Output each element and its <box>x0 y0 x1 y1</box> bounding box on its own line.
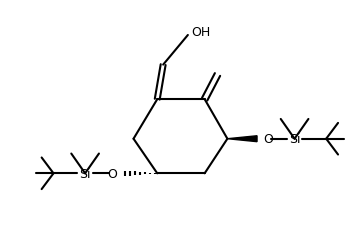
Text: OH: OH <box>191 25 210 38</box>
Text: Si: Si <box>79 167 91 180</box>
Text: Si: Si <box>289 133 300 146</box>
Text: O: O <box>263 133 273 146</box>
Text: O: O <box>107 167 117 180</box>
Polygon shape <box>227 136 257 142</box>
